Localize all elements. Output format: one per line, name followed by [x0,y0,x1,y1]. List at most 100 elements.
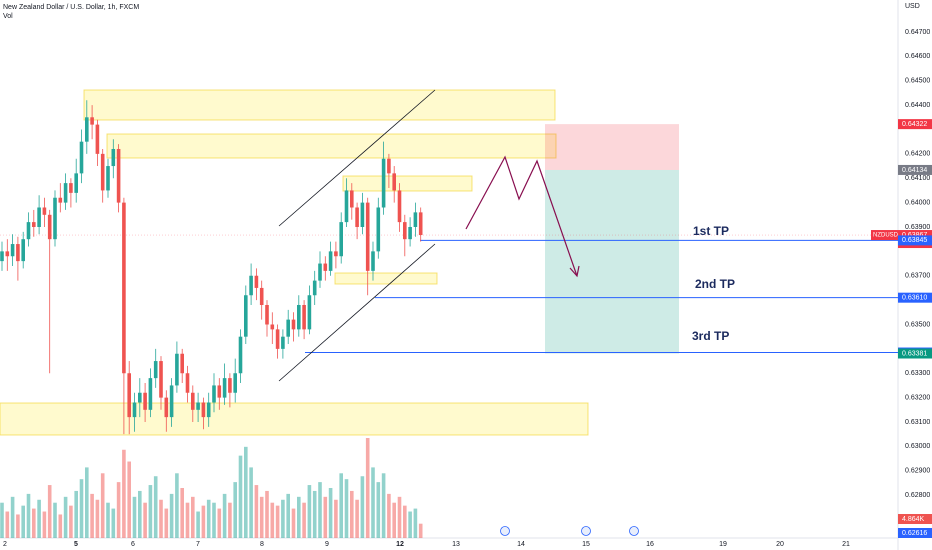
volume-bar [138,490,142,538]
candle-body [106,166,110,191]
plot [0,100,898,538]
candle-body [376,207,381,252]
price-label: 0.63867 [902,232,927,239]
candle-body [180,353,184,374]
volume-bar [116,482,121,538]
projection-path [465,155,578,277]
volume-bar [418,523,423,538]
event-icon [629,526,639,536]
volume-bar [281,499,285,538]
volume-bar [191,496,195,538]
volume-bar [127,461,131,538]
candle-body [159,361,163,398]
x-tick-label: 13 [452,541,460,548]
volume-bar [100,473,105,538]
candle-body [185,373,190,393]
candle-body [238,336,243,374]
y-tick-label: 0.63900 [905,224,930,231]
volume-bar [37,499,41,538]
volume-bar [206,499,211,538]
volume-bar [387,493,391,538]
candle-body [138,392,142,403]
candle-body [37,207,41,227]
volume-bar [413,508,418,538]
chart-title: New Zealand Dollar / U.S. Dollar, 1h, FX… [3,4,139,11]
volume-bar [47,485,52,538]
take-profit-box [545,169,679,354]
volume-bar [403,505,407,538]
volume-bar [16,514,20,538]
y-tick-label: 0.62800 [905,492,930,499]
volume-label-bg [898,514,932,524]
candle-body [212,385,216,403]
candle-body [360,202,365,227]
volume-bar [5,511,10,538]
target-label: 2nd TP [695,277,735,291]
x-tick-label: 8 [260,541,264,548]
candle-body [16,244,20,262]
x-tick-label: 21 [842,541,850,548]
x-tick-label: 6 [131,541,135,548]
y-tick-label: 0.63300 [905,370,930,377]
x-tick-label: 19 [719,541,727,548]
y-tick-label: 0.64500 [905,78,930,85]
supply-zone [106,133,557,159]
candle-body [286,319,290,337]
candle-body [381,158,386,208]
candle-body [265,304,269,325]
volume-bar [381,473,386,538]
volume-bar [244,446,248,538]
candle-body [371,251,375,271]
y-tick-label: 0.64000 [905,199,930,206]
candle-body [132,402,137,418]
volume-bar [297,496,301,538]
y-tick-label: 0.63200 [905,394,930,401]
volume-bar [350,490,354,538]
candle-body [143,392,147,410]
supply-zone [83,89,556,121]
volume-bar [392,502,396,538]
volume-bar [307,485,312,538]
volume-bar [344,479,349,538]
volume-bar [249,467,253,538]
y-tick-label: 0.63000 [905,443,930,450]
candle-body [90,117,94,125]
y-tick-label: 0.63500 [905,321,930,328]
volume-bar [334,499,338,538]
price-label-bg [898,119,932,130]
candle-body [74,173,78,193]
volume-bar [302,502,306,538]
candle-body [175,353,179,386]
price-label-bg [898,292,932,303]
volume-bar [355,499,359,538]
volume-bar [201,505,206,538]
volume-bar [111,508,116,538]
volume-bar [376,482,381,538]
price-label: 0.63381 [902,350,927,357]
candle-body [291,319,296,330]
price-label: 0.64134 [902,167,927,174]
candle-body [334,251,338,257]
volume-bar [196,511,200,538]
zone [334,272,438,285]
volume-bar [106,502,110,538]
candle-body [53,197,57,240]
volume-bar [90,493,94,538]
candle-body [355,207,359,227]
x-tick-label: 15 [582,541,590,548]
candle-body [297,304,301,330]
arrow-head [569,265,580,278]
volume-bar [143,502,147,538]
candle-body [281,336,285,349]
volume-bar [74,490,78,538]
candle-body [42,207,47,215]
volume-bar [323,496,328,538]
candle-body [0,251,4,262]
candle-body [58,197,63,203]
candle-body [323,263,328,271]
x-tick-label: 7 [196,541,200,548]
candle-body [21,239,25,262]
candle-body [222,378,227,398]
volume-bar [164,508,169,538]
stop-loss-box [545,124,679,170]
